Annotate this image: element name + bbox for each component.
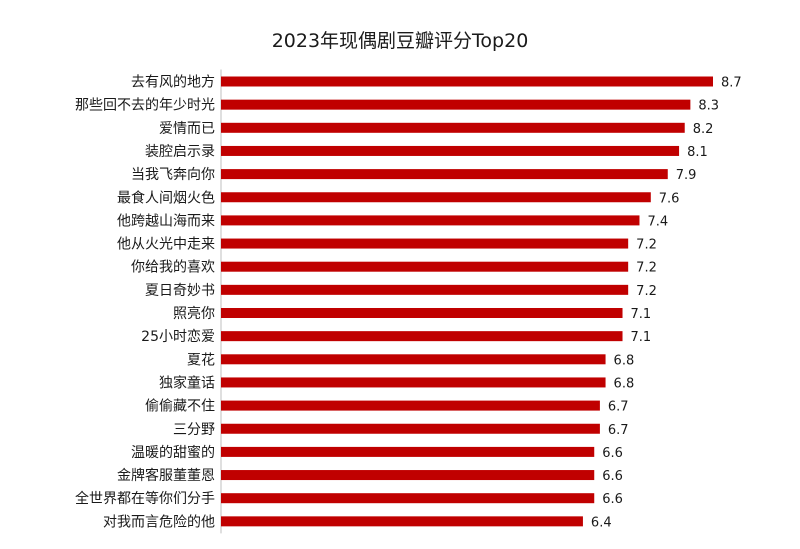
- data-label: 8.7: [721, 76, 742, 91]
- bar: [221, 76, 713, 87]
- bar: [221, 400, 600, 411]
- data-label: 7.1: [631, 330, 652, 345]
- category-label: 装腔启示录: [145, 144, 215, 160]
- category-label: 三分野: [173, 422, 215, 438]
- data-label: 6.7: [608, 400, 629, 415]
- category-label: 最食人间烟火色: [117, 189, 215, 206]
- bar: [221, 215, 640, 226]
- data-label: 6.4: [591, 515, 612, 530]
- bar: [221, 238, 629, 249]
- category-label: 照亮你: [173, 305, 215, 322]
- data-label: 8.2: [693, 122, 714, 137]
- bar: [221, 377, 606, 388]
- category-label: 当我飞奔向你: [131, 167, 215, 183]
- category-label: 温暖的甜蜜的: [131, 445, 215, 461]
- data-label: 7.2: [636, 238, 657, 253]
- bar: [221, 446, 595, 457]
- bar: [221, 99, 691, 110]
- data-label: 7.2: [636, 284, 657, 299]
- bar: [221, 470, 595, 481]
- category-label: 夏花: [187, 352, 215, 368]
- data-label: 6.6: [602, 492, 623, 507]
- category-label: 夏日奇妙书: [145, 282, 215, 299]
- bar: [221, 308, 623, 318]
- category-label: 你给我的喜欢: [131, 260, 215, 276]
- bar: [221, 331, 623, 342]
- bar: [221, 516, 583, 527]
- bar: [221, 284, 629, 295]
- chart-title: 2023年现偶剧豆瓣评分Top20: [271, 30, 529, 52]
- category-label: 他从火光中走来: [117, 237, 215, 253]
- data-label: 7.6: [659, 191, 680, 206]
- category-label: 25小时恋爱: [141, 328, 215, 345]
- bar: [221, 354, 606, 365]
- data-label: 6.8: [614, 376, 635, 391]
- bar: [221, 493, 595, 504]
- bar: [221, 192, 651, 203]
- bar: [221, 423, 600, 434]
- bar: [221, 169, 668, 180]
- category-label: 他跨越山海而来: [117, 213, 215, 229]
- data-label: 7.4: [647, 214, 668, 229]
- bar: [221, 261, 629, 272]
- bar: [221, 145, 680, 156]
- category-label: 那些回不去的年少时光: [75, 98, 215, 114]
- data-label: 7.9: [676, 168, 697, 183]
- category-label: 金牌客服董董恩: [117, 467, 215, 484]
- data-label: 6.6: [602, 469, 623, 484]
- category-label: 独家童话: [159, 374, 215, 391]
- data-label: 8.3: [698, 99, 719, 114]
- data-label: 8.1: [687, 145, 708, 160]
- category-label: 对我而言危险的他: [103, 514, 215, 530]
- data-label: 7.1: [631, 307, 652, 322]
- data-label: 6.6: [602, 446, 623, 461]
- data-label: 7.2: [636, 261, 657, 276]
- category-label: 偷偷藏不住: [145, 399, 215, 415]
- data-label: 6.8: [614, 353, 635, 368]
- bar: [221, 122, 685, 133]
- data-label: 6.7: [608, 423, 629, 438]
- category-label: 爱情而已: [159, 121, 215, 137]
- category-label: 全世界都在等你们分手: [75, 490, 215, 507]
- category-label: 去有风的地方: [131, 75, 215, 91]
